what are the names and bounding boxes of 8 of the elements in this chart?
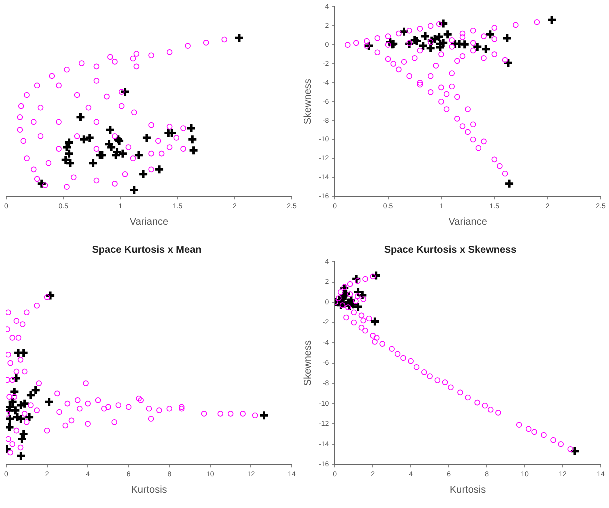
x-axis-title: Kurtosis	[131, 484, 168, 496]
y-axis-title: Skewness	[302, 79, 314, 125]
x-axis-title: Variance	[448, 216, 488, 228]
y-axis-title: Skewness	[302, 340, 314, 386]
x-axis-title: Variance	[130, 216, 170, 228]
chart-title: Space Kurtosis x Mean	[92, 244, 202, 256]
chart-title: Space Kurtosis x Skewness	[384, 244, 518, 256]
x-axis-title: Kurtosis	[450, 484, 486, 496]
